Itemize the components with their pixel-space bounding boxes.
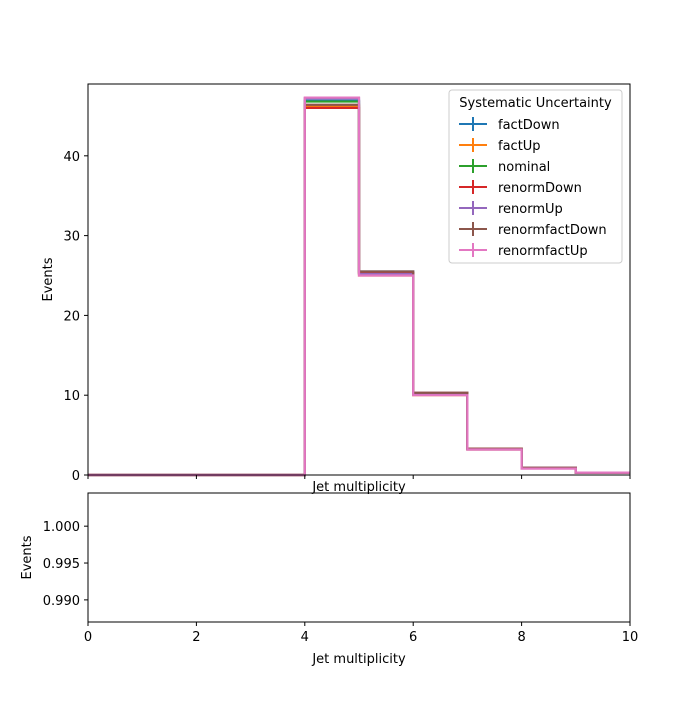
legend-entry: renormDown (459, 180, 582, 196)
legend-label: renormUp (498, 202, 563, 217)
main-x-axis-label: Jet multiplicity (311, 480, 406, 495)
legend-entry: factDown (459, 117, 560, 133)
legend-entry: renormfactUp (459, 243, 588, 259)
main-plot-panel: 0 10 20 30 40 Jet multiplicity Events (41, 83, 631, 495)
legend-entry: renormUp (459, 201, 563, 217)
legend-entry: renormfactDown (459, 222, 607, 238)
ratio-x-tick-label: 10 (622, 630, 639, 645)
ratio-y-tick-label: 1.000 (43, 520, 80, 535)
ratio-plot-panel: 1.000 0.995 0.990 0 2 4 6 8 10 Jet multiplicity Ev… (20, 492, 639, 667)
legend-label: renormfactUp (498, 244, 588, 259)
y-tick-label: 0 (72, 469, 80, 484)
ratio-x-axis-label: Jet multiplicity (311, 652, 406, 667)
ratio-x-tick-label: 6 (409, 630, 417, 645)
legend-label: renormfactDown (498, 223, 607, 238)
ratio-y-axis-label: Events (20, 535, 35, 579)
ratio-x-tick-label: 4 (301, 630, 309, 645)
legend-label: factDown (498, 118, 560, 133)
legend-label: renormDown (498, 181, 582, 196)
legend: Systematic Uncertainty factDown factUp nomi… (448, 89, 623, 264)
legend-label: factUp (498, 139, 541, 154)
legend-entry: nominal (459, 159, 550, 175)
y-tick-label: 10 (63, 389, 80, 404)
legend-title: Systematic Uncertainty (459, 96, 612, 111)
ratio-x-tick-label: 2 (192, 630, 200, 645)
y-tick-label: 30 (63, 230, 80, 245)
legend-entry: factUp (459, 138, 541, 154)
ratio-y-tick-label: 0.995 (43, 557, 80, 572)
ratio-x-tick-label: 0 (84, 630, 92, 645)
legend-box (448, 89, 623, 264)
ratio-axes-frame (87, 492, 631, 623)
legend-label: nominal (498, 160, 550, 175)
ratio-y-tick-label: 0.990 (43, 594, 80, 609)
y-tick-label: 20 (63, 309, 80, 324)
main-y-axis-label: Events (41, 257, 56, 301)
main-axes-frame (87, 83, 631, 476)
y-tick-label: 40 (63, 150, 80, 165)
ratio-x-tick-label: 8 (517, 630, 525, 645)
